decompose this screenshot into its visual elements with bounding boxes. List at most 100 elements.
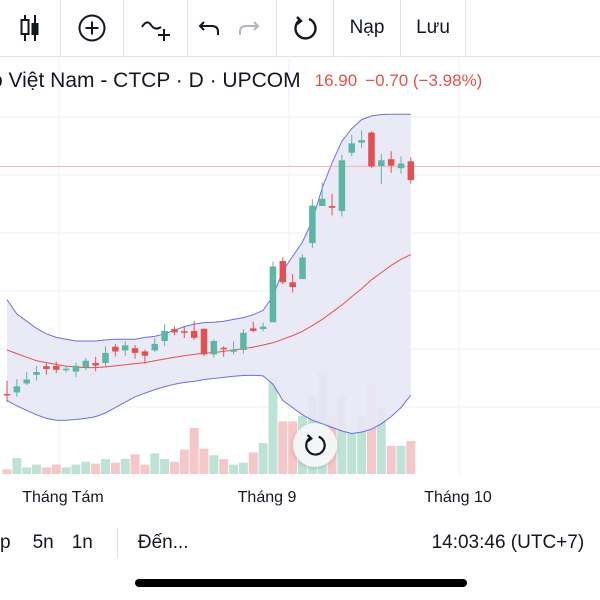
volume-bar [140, 464, 150, 474]
volume-bar [169, 461, 179, 474]
toolbar-divider [60, 0, 61, 56]
candle [299, 257, 306, 280]
volume-bar [248, 452, 258, 474]
x-axis-label: Tháng 10 [424, 489, 492, 506]
candle [53, 365, 60, 370]
save-button[interactable]: Lưu [416, 17, 450, 38]
compare-button[interactable] [124, 0, 187, 56]
toolbar-divider [123, 0, 124, 56]
redo-icon [239, 21, 260, 35]
volume-bar [32, 464, 42, 474]
compare-icon [140, 21, 170, 41]
volume-bar [12, 458, 22, 474]
reset-button[interactable] [277, 0, 333, 56]
volume-bar [386, 445, 396, 474]
volume-bar [337, 395, 347, 474]
candle [131, 348, 139, 353]
toolbar-divider [276, 0, 277, 56]
toolbar-divider [333, 0, 334, 56]
candle [289, 282, 296, 287]
candle [250, 328, 257, 331]
volume-bar [91, 463, 101, 474]
last-price: 16.90 [314, 71, 358, 90]
candle [358, 140, 365, 143]
candle [112, 346, 119, 352]
volume-bar [150, 453, 160, 474]
volume-bar [2, 469, 12, 474]
volume-bar [268, 377, 278, 474]
candle [338, 160, 346, 212]
volume-bar [160, 458, 170, 474]
candle [318, 198, 326, 206]
candle [102, 352, 109, 363]
redo-button[interactable] [232, 0, 264, 56]
chart-toolbar: Nạp Lưu [0, 0, 600, 57]
volume-bar [120, 458, 130, 474]
bollinger-band-fill [7, 114, 411, 434]
candle [269, 266, 277, 323]
volume-bar [22, 467, 32, 474]
range-1y[interactable]: 1n [71, 532, 93, 553]
home-indicator [135, 579, 467, 587]
bollinger-upper-line [6, 113, 411, 342]
undo-icon [198, 21, 219, 35]
load-button[interactable]: Nạp [349, 17, 385, 38]
range-5y[interactable]: 5n [32, 532, 54, 553]
range-divider [116, 528, 118, 558]
reset-icon [294, 16, 317, 40]
reset-icon [305, 434, 326, 456]
volume-bar [219, 458, 229, 474]
candle [13, 386, 21, 393]
candle [181, 331, 188, 333]
add-indicator-button[interactable] [61, 0, 123, 56]
price-change: −0.70 (−3.98%) [365, 71, 483, 90]
candle [230, 349, 237, 352]
candle [220, 347, 227, 350]
candle [161, 330, 168, 341]
candle [151, 343, 158, 351]
candle [368, 132, 375, 167]
volume-bar [406, 441, 416, 474]
candle [279, 261, 287, 283]
candle [240, 332, 247, 350]
volume-bar [189, 427, 199, 474]
volume-bar [396, 445, 406, 474]
volume-bar [81, 461, 91, 474]
candle [190, 330, 198, 338]
volume-bar [376, 408, 386, 474]
volume-bar [71, 464, 81, 474]
volume-bar [51, 464, 61, 474]
volume-bar [110, 462, 120, 474]
volume-bar [238, 462, 248, 474]
candle [43, 366, 50, 370]
candle [62, 368, 70, 371]
volume-bar [209, 455, 219, 474]
volume-bar [130, 454, 140, 474]
goto-date-button[interactable]: Đến... [137, 532, 189, 553]
bollinger-lower-line [6, 374, 412, 435]
candle [210, 341, 218, 355]
volume-bar [199, 448, 209, 474]
range-partial[interactable]: p [0, 532, 11, 553]
volume-bar [229, 464, 239, 474]
candle [23, 379, 30, 384]
candles-icon [20, 15, 39, 41]
candle [328, 206, 336, 208]
x-axis-label: Tháng Tám [22, 489, 104, 506]
candle [82, 360, 90, 367]
toolbar-divider [400, 0, 401, 56]
undo-button[interactable] [188, 0, 232, 56]
volume-bar [258, 442, 268, 474]
toolbar-divider [187, 0, 188, 56]
candle [3, 393, 11, 396]
candle [309, 205, 316, 244]
candle [348, 143, 355, 153]
toolbar-divider [465, 0, 466, 56]
candle [72, 365, 80, 372]
volume-bar [288, 421, 298, 474]
chart-type-button[interactable] [0, 0, 60, 56]
volume-bar [278, 421, 288, 474]
volume-bar [101, 458, 110, 474]
reset-chart-button[interactable] [293, 423, 337, 467]
add-indicator-icon [78, 14, 106, 42]
